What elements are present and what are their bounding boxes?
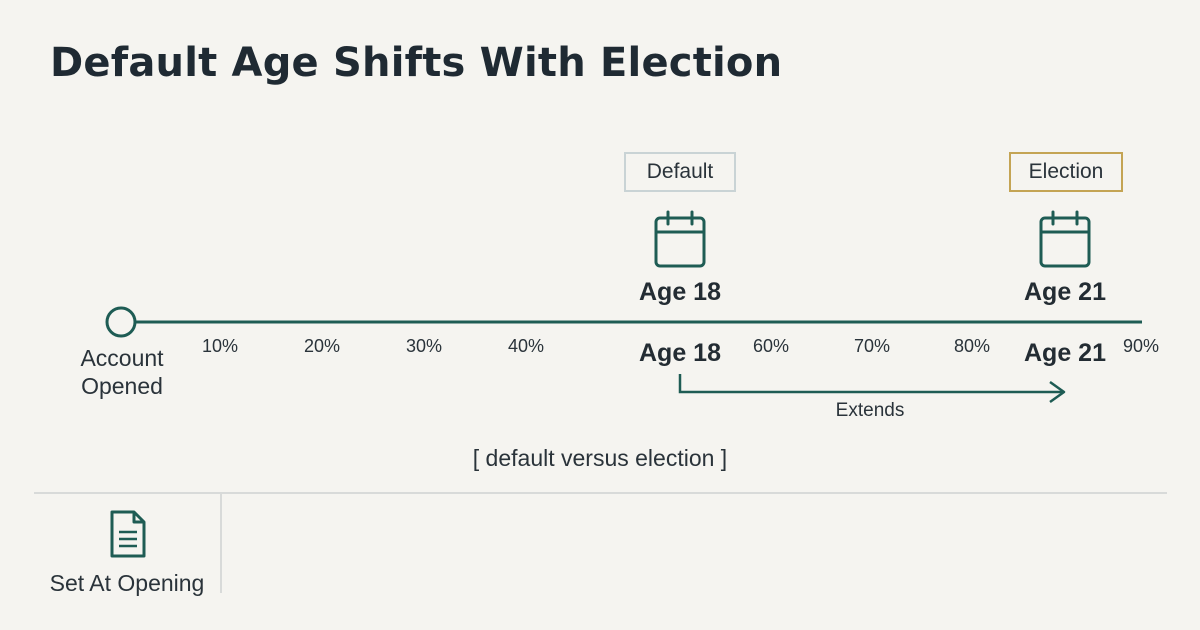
tick-label: 60% — [752, 336, 790, 356]
footer-label: Set At Opening — [49, 570, 205, 596]
extends-label: Extends — [835, 400, 905, 421]
tick-label: 20% — [303, 336, 341, 356]
diagram-caption: [ default versus election ] — [472, 445, 728, 471]
origin-label-line1: Account — [80, 345, 164, 371]
footer-column-divider — [220, 493, 222, 593]
tick-label: 10% — [201, 336, 239, 356]
election-age-label: Age 21 — [1024, 278, 1106, 306]
footer-divider — [34, 492, 1167, 494]
page-title: Default Age Shifts With Election — [50, 40, 783, 86]
origin-label-line2: Opened — [81, 373, 163, 399]
election-tag: Election — [1009, 152, 1123, 192]
default-age-marker: Age 18 — [639, 339, 721, 367]
tick-label: 80% — [953, 336, 991, 356]
document-icon — [110, 510, 146, 558]
default-age-label: Age 18 — [639, 278, 721, 306]
tick-label: 40% — [507, 336, 545, 356]
tick-label: 30% — [405, 336, 443, 356]
extends-arrow — [678, 374, 1066, 404]
origin-label: Account Opened — [62, 344, 182, 400]
election-age-marker: Age 21 — [1024, 339, 1106, 367]
tick-label: 70% — [853, 336, 891, 356]
calendar-icon — [1039, 210, 1091, 268]
calendar-icon — [654, 210, 706, 268]
tick-label: 90% — [1122, 336, 1160, 356]
default-tag: Default — [624, 152, 736, 192]
origin-marker — [105, 306, 137, 338]
footer-cell: Set At Opening — [34, 508, 220, 597]
